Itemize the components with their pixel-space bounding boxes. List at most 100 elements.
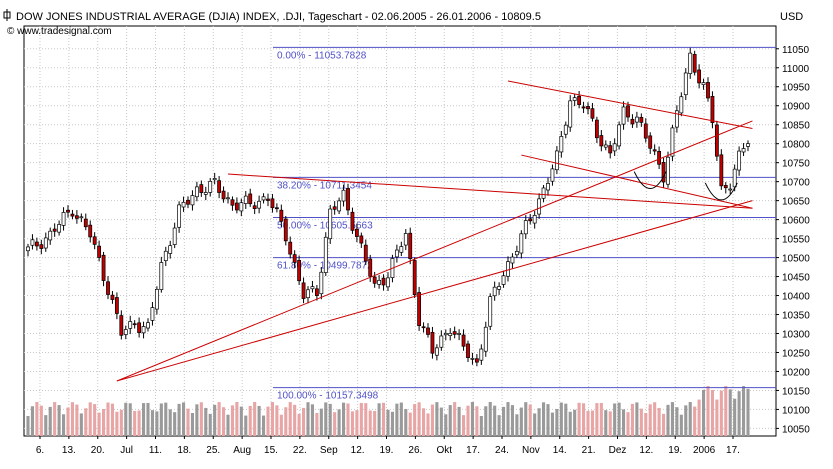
volume-bar [190,413,194,436]
y-tick-label: 10400 [782,292,810,303]
candle-body [337,200,342,212]
volume-bar [457,406,461,436]
volume-bar [30,406,34,436]
volume-bar [555,408,559,436]
y-tick-label: 10850 [782,121,810,132]
y-tick-label: 10550 [782,235,810,246]
candle-body [52,228,57,232]
volume-bar [728,389,732,436]
candle-body [359,235,364,244]
plot-area [23,25,777,437]
currency-label: USD [780,11,803,23]
volume-bar [617,402,621,436]
volume-bar [204,407,208,436]
candle-body [634,116,639,123]
x-tick-label: 12. [639,445,653,456]
volume-bar [399,402,403,436]
candle-body [83,218,88,228]
volume-bar [475,406,479,436]
candle-body [319,271,324,295]
candle-body [48,230,53,241]
volume-bar [706,386,710,436]
volume-bar [515,414,519,436]
volume-bar [284,407,288,436]
volume-bar [173,412,177,436]
volume-bar [310,404,314,436]
candle-body [141,326,146,334]
volume-bar [608,411,612,436]
volume-bar [182,402,186,436]
candle-body [666,156,670,185]
candle-body [234,202,239,211]
volume-bar [66,407,70,436]
candle-body [661,162,666,183]
volume-bar [497,415,501,436]
volume-bar [377,403,381,436]
volume-bar [542,402,546,436]
candle-body [532,214,537,224]
candle-body [70,213,75,217]
candle-body [399,246,404,253]
candle-body [154,288,159,310]
volume-bar [733,398,737,436]
x-tick-label: Nov [522,445,540,456]
candle-body [568,100,573,128]
candle-body [621,106,626,125]
volume-bar [688,402,692,436]
volume-bar [315,413,319,436]
candle-body [448,333,453,336]
y-tick-label: 10300 [782,330,810,341]
volume-bar [573,409,577,436]
candle-body [590,108,595,119]
volume-bar [199,402,203,436]
candle-body [283,218,288,242]
volume-bar [368,410,372,436]
volume-bar [155,411,159,436]
volume-bar [559,402,563,436]
volume-bar [422,408,426,436]
volume-bar [239,406,243,436]
volume-bar [119,409,123,436]
volume-bar [324,402,328,436]
candle-body [57,224,62,233]
candle-body [288,241,293,255]
volume-bar [186,408,190,436]
candle-body [159,262,164,290]
candle-body [519,233,524,254]
candle-body [212,178,217,181]
candle-body [617,124,622,147]
candle-body [408,232,413,259]
volume-bar [737,391,741,436]
x-tick-label: 13. [62,445,76,456]
x-tick-label: Dez [609,445,627,456]
candle-body [741,148,746,153]
y-tick-label: 10800 [782,140,810,151]
volume-bar [613,403,617,436]
volume-bar [590,410,594,436]
volume-bar [159,403,163,436]
volume-bar [426,413,430,436]
candle-body [341,189,346,202]
candle-body [403,233,408,246]
volume-bar [599,402,603,436]
candle-body [372,276,377,284]
candle-body [39,244,44,249]
volume-bar [168,409,172,436]
candle-body [230,199,235,206]
volume-bar [93,404,97,436]
volume-bar [164,402,168,436]
volume-bar [79,413,83,436]
volume-bar [266,406,270,436]
candle-body [732,168,737,188]
volume-bar [453,402,457,436]
volume-bar [484,406,488,436]
volume-bar [57,405,61,436]
candle-body [554,150,559,171]
volume-bar [364,403,368,436]
candle-body [639,116,644,123]
candle-body [714,124,719,157]
volume-bar [546,404,550,436]
candle-body [572,97,577,101]
candle-body [279,209,284,222]
candle-body [643,123,648,139]
